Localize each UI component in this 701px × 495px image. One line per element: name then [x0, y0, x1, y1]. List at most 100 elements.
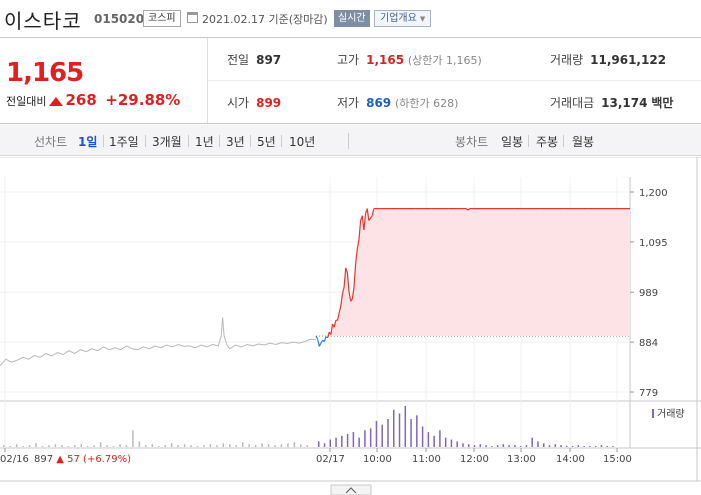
tab-weekly-candle[interactable]: 주봉 — [536, 135, 559, 149]
change-value: 268 — [65, 91, 97, 109]
volume-bar — [456, 441, 458, 447]
volume-bar — [427, 432, 430, 447]
volume-bar — [589, 446, 591, 447]
volume-bar-prev — [280, 444, 283, 447]
volume-bar-prev — [235, 445, 237, 447]
today-price-segment — [345, 267, 348, 273]
candle-chart-label: 봉차트 — [455, 135, 489, 149]
volume-bar — [560, 445, 562, 447]
x-tick-label: 12:00 — [460, 454, 489, 465]
company-info-dropdown[interactable]: 기업개요 ▼ — [374, 10, 432, 27]
today-price-segment — [355, 248, 358, 264]
volume-legend-label: 거래량 — [657, 408, 685, 420]
tab-monthly-candle[interactable]: 월봉 — [572, 135, 595, 149]
volume-bar-prev — [287, 443, 289, 447]
volume-bar-prev — [112, 446, 115, 447]
volume-bar — [543, 443, 545, 447]
tab-1d[interactable]: 1일 — [78, 135, 98, 149]
open-price: 시가 899 — [227, 96, 282, 110]
volume-bar-prev — [125, 445, 128, 447]
volume-bar — [479, 444, 482, 447]
price-summary: 1,165 전일대비 268 +29.88% 전일 897 고가 1,165 (상한가… — [0, 38, 701, 124]
tab-3y[interactable]: 3년 — [226, 135, 245, 149]
volume-bar-prev — [119, 444, 121, 447]
volume-bar-prev — [54, 444, 57, 447]
volume-bar-prev — [132, 430, 134, 447]
volume-bar-prev — [151, 444, 154, 447]
today-price-segment — [315, 335, 319, 340]
tab-10y[interactable]: 10년 — [289, 135, 316, 149]
volume-bar-prev — [241, 442, 244, 447]
volume-bar — [600, 445, 603, 447]
x-tick-label: 15:00 — [603, 454, 632, 465]
change-rate: +29.88% — [105, 91, 181, 109]
volume-bar-prev — [183, 444, 186, 447]
tab-daily-candle[interactable]: 일봉 — [501, 135, 524, 149]
volume-bar — [416, 415, 418, 447]
prev-close: 전일 897 — [227, 53, 282, 67]
volume-bar — [491, 446, 493, 447]
prev-day-summary: 897 ▲ 57 (+6.79%) — [34, 454, 131, 465]
volume-bar-prev — [138, 441, 141, 447]
realtime-button[interactable]: 실시간 — [334, 10, 370, 27]
collapse-button — [330, 484, 372, 495]
x-tick-label: 14:00 — [556, 454, 585, 465]
volume-bar — [444, 437, 447, 447]
today-price-segment — [370, 215, 373, 219]
volume-bar — [393, 409, 395, 447]
volume-bar — [577, 445, 580, 447]
prev-day-line — [0, 317, 317, 367]
today-price-segment — [351, 286, 355, 299]
volume-bar — [519, 446, 522, 447]
tab-3m[interactable]: 3개월 — [152, 135, 182, 149]
volume-bar-prev — [254, 445, 257, 447]
today-price-segment — [341, 286, 345, 295]
tab-5y[interactable]: 5년 — [257, 135, 276, 149]
volume-bar-prev — [261, 443, 263, 447]
today-price-segment — [346, 272, 350, 292]
change-label: 전일대비 — [6, 95, 47, 108]
volume-bar — [473, 445, 476, 447]
y-tick-label: 779 — [639, 388, 658, 399]
today-price-segment — [336, 313, 340, 321]
volume-bar — [404, 406, 407, 447]
volume-bar — [421, 426, 424, 447]
today-price-segment — [326, 331, 330, 339]
volume-bar — [450, 439, 453, 447]
volume-bar — [508, 445, 510, 447]
today-price-segment — [350, 298, 353, 302]
trade-amount: 거래대금 13,174 백만 — [550, 96, 674, 110]
today-price-segment — [368, 217, 372, 221]
volume-bar — [323, 443, 326, 447]
volume-bar-prev — [48, 445, 50, 447]
volume-bar-prev — [209, 444, 212, 447]
stock-name: 이스타코 — [4, 9, 82, 33]
volume-bar-prev — [306, 445, 309, 447]
volume-bar — [439, 430, 441, 447]
chevron-down-icon: ▼ — [419, 15, 426, 23]
volume-bar — [387, 419, 389, 447]
volume-legend-swatch — [652, 409, 654, 418]
volume-bar-prev — [61, 445, 63, 447]
volume-bar — [335, 437, 337, 447]
volume-bar-prev — [67, 446, 70, 447]
low-price: 저가 869 (하한가 628) — [337, 96, 459, 110]
volume-bar-prev — [164, 445, 166, 447]
volume-bar-prev — [99, 442, 102, 447]
current-price: 1,165 — [6, 58, 84, 88]
volume-bar — [329, 439, 332, 447]
volume-bar-prev — [15, 444, 18, 447]
chevron-up-icon — [345, 487, 357, 494]
volume: 거래량 11,961,122 — [550, 53, 667, 67]
today-price-segment — [467, 208, 471, 211]
y-tick-label: 1,095 — [639, 238, 668, 249]
y-tick-label: 884 — [639, 338, 658, 349]
tab-1y[interactable]: 1년 — [195, 135, 214, 149]
tab-1w[interactable]: 1주일 — [109, 135, 139, 149]
volume-bar — [571, 446, 574, 447]
volume-bar-prev — [86, 446, 89, 447]
volume-bar — [364, 430, 366, 447]
volume-bar — [537, 441, 539, 447]
volume-bar — [496, 445, 499, 447]
volume-bar-prev — [74, 445, 76, 447]
